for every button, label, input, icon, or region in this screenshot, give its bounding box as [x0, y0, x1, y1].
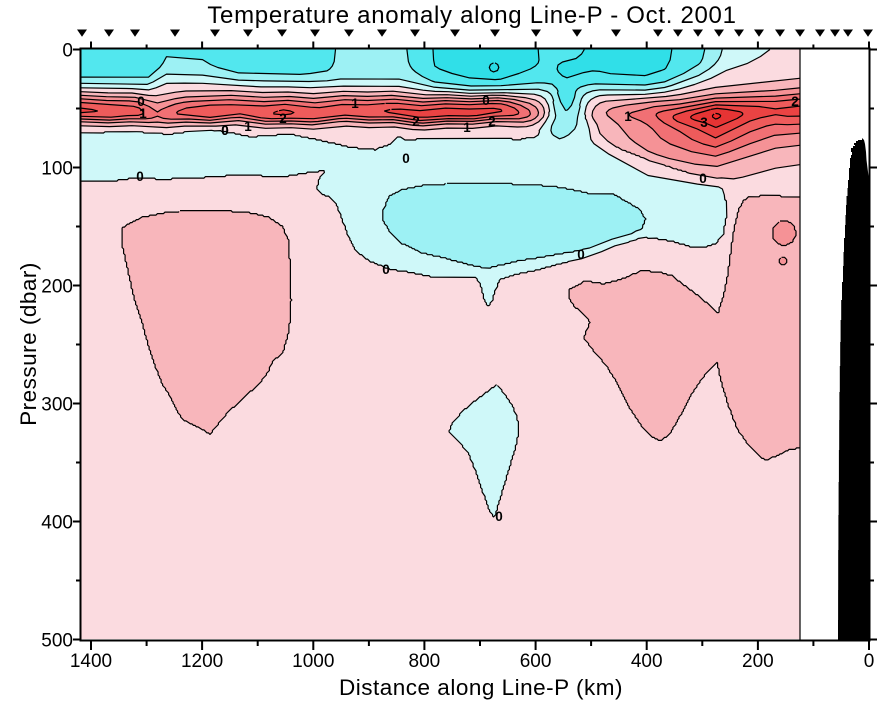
svg-text:200: 200 — [41, 277, 73, 298]
svg-text:600: 600 — [520, 651, 552, 672]
svg-text:1: 1 — [244, 119, 252, 134]
svg-text:2: 2 — [279, 111, 287, 126]
svg-text:0: 0 — [402, 151, 410, 166]
svg-text:0: 0 — [577, 247, 585, 262]
svg-text:0: 0 — [221, 123, 229, 138]
svg-text:200: 200 — [742, 651, 774, 672]
svg-text:100: 100 — [41, 159, 73, 180]
svg-text:0: 0 — [382, 262, 390, 277]
svg-text:1400: 1400 — [70, 651, 112, 672]
svg-text:Pressure (dbar): Pressure (dbar) — [16, 262, 41, 426]
svg-text:0: 0 — [221, 123, 229, 138]
svg-text:500: 500 — [41, 631, 73, 652]
svg-text:300: 300 — [41, 395, 73, 416]
svg-text:0: 0 — [136, 169, 144, 184]
svg-text:0: 0 — [482, 93, 490, 108]
svg-text:2: 2 — [488, 114, 496, 129]
svg-text:2: 2 — [791, 94, 799, 109]
svg-text:1000: 1000 — [292, 651, 334, 672]
svg-text:1200: 1200 — [181, 651, 223, 672]
svg-text:1: 1 — [139, 106, 147, 121]
svg-text:3: 3 — [700, 115, 708, 130]
svg-text:400: 400 — [41, 513, 73, 534]
svg-text:0: 0 — [864, 651, 875, 672]
svg-text:2: 2 — [412, 114, 420, 129]
svg-text:1: 1 — [463, 120, 471, 135]
svg-text:0: 0 — [699, 171, 707, 186]
svg-text:Distance along Line-P (km): Distance along Line-P (km) — [339, 675, 623, 700]
svg-text:Temperature anomaly along Line: Temperature anomaly along Line-P - Oct. … — [207, 2, 736, 29]
svg-text:0: 0 — [495, 509, 503, 524]
svg-text:1: 1 — [624, 109, 632, 124]
svg-text:800: 800 — [409, 651, 441, 672]
svg-text:1: 1 — [351, 96, 359, 111]
svg-text:0: 0 — [137, 94, 145, 109]
svg-text:400: 400 — [631, 651, 663, 672]
svg-text:0: 0 — [62, 41, 73, 62]
